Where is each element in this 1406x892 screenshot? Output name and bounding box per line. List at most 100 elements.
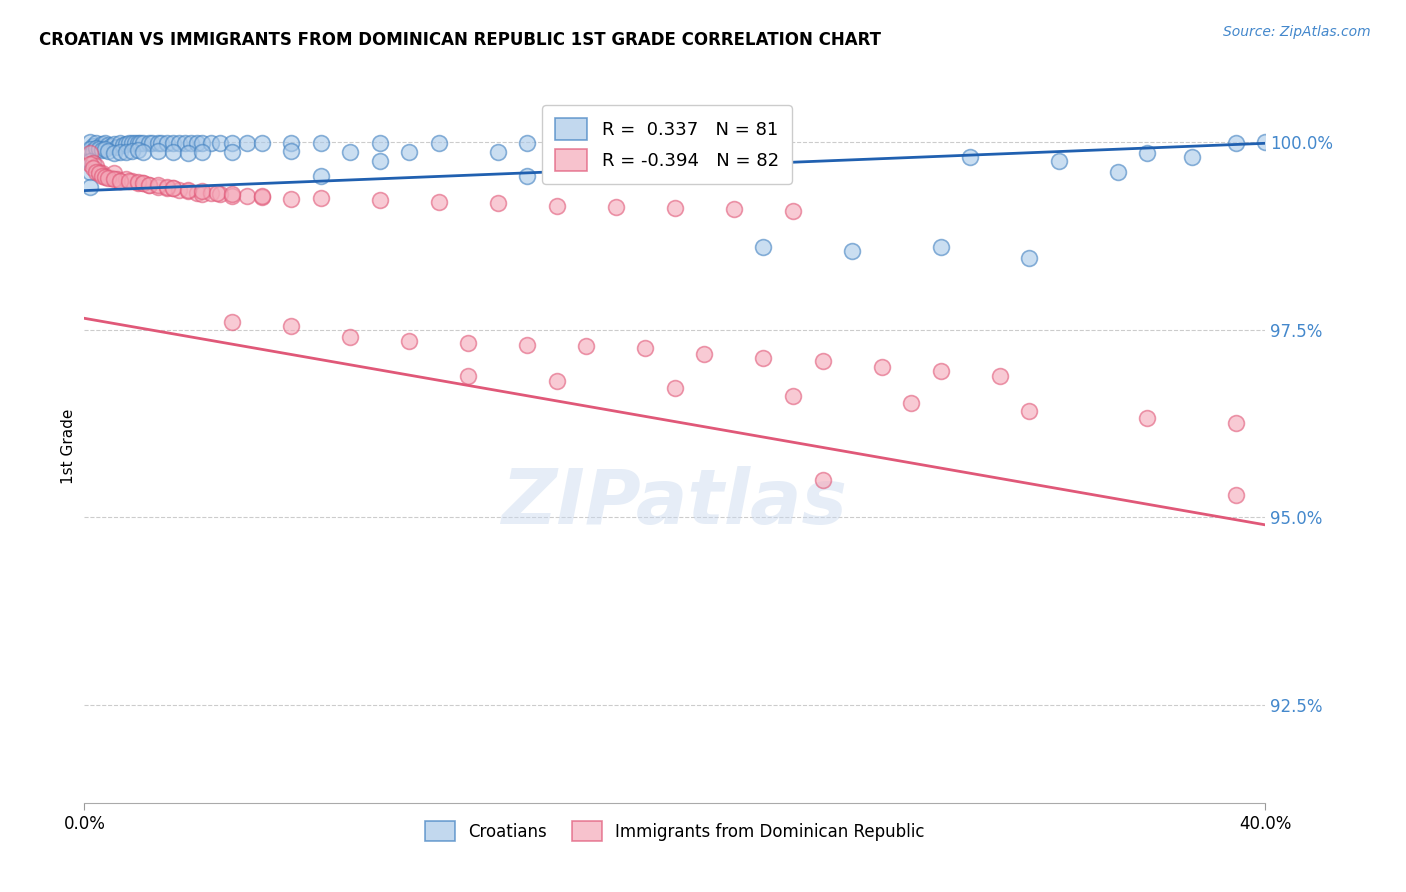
Point	[100, 170, 122, 185]
Point	[84, 159, 107, 173]
Point	[368, 194, 391, 208]
Point	[82, 156, 104, 170]
Point	[309, 136, 332, 150]
Point	[1018, 403, 1040, 417]
Point	[124, 136, 146, 151]
Point	[200, 186, 222, 200]
Point	[121, 174, 143, 188]
Point	[605, 200, 627, 214]
Point	[723, 202, 745, 217]
Point	[221, 315, 243, 329]
Point	[546, 374, 568, 388]
Point	[103, 166, 125, 180]
Point	[114, 172, 136, 186]
Point	[1225, 136, 1247, 151]
Point	[929, 364, 952, 378]
Point	[162, 181, 184, 195]
Point	[138, 178, 160, 192]
Point	[103, 172, 125, 186]
Point	[108, 174, 131, 188]
Point	[309, 169, 332, 183]
Point	[988, 369, 1011, 384]
Point	[167, 183, 190, 197]
Point	[929, 240, 952, 254]
Point	[79, 165, 101, 179]
Text: ZIPatlas: ZIPatlas	[502, 467, 848, 540]
Point	[177, 146, 200, 161]
Point	[186, 136, 208, 150]
Point	[634, 342, 657, 356]
Point	[280, 136, 302, 150]
Point	[1047, 153, 1070, 168]
Point	[148, 144, 170, 158]
Point	[132, 136, 155, 150]
Point	[121, 144, 143, 158]
Point	[221, 189, 243, 203]
Point	[782, 203, 804, 218]
Point	[79, 157, 101, 171]
Point	[1107, 165, 1129, 179]
Point	[516, 169, 538, 183]
Point	[207, 186, 229, 200]
Point	[148, 179, 170, 194]
Point	[959, 150, 981, 164]
Point	[108, 174, 131, 188]
Point	[693, 346, 716, 360]
Point	[91, 166, 114, 180]
Point	[280, 318, 302, 333]
Point	[457, 369, 479, 384]
Point	[87, 142, 111, 156]
Point	[138, 136, 160, 150]
Point	[79, 179, 101, 194]
Point	[339, 145, 361, 160]
Point	[84, 136, 107, 151]
Point	[114, 136, 136, 151]
Point	[900, 396, 922, 410]
Point	[108, 136, 131, 151]
Legend: Croatians, Immigrants from Dominican Republic: Croatians, Immigrants from Dominican Rep…	[418, 814, 932, 848]
Point	[148, 136, 170, 150]
Point	[1018, 251, 1040, 265]
Point	[180, 136, 202, 150]
Point	[156, 181, 179, 195]
Point	[811, 354, 834, 368]
Point	[118, 174, 141, 188]
Point	[368, 136, 391, 150]
Point	[186, 186, 208, 200]
Text: CROATIAN VS IMMIGRANTS FROM DOMINICAN REPUBLIC 1ST GRADE CORRELATION CHART: CROATIAN VS IMMIGRANTS FROM DOMINICAN RE…	[39, 31, 882, 49]
Point	[191, 145, 214, 160]
Point	[1136, 411, 1159, 425]
Point	[105, 172, 128, 186]
Point	[782, 389, 804, 403]
Point	[191, 136, 214, 150]
Point	[132, 176, 155, 190]
Point	[141, 136, 163, 151]
Point	[97, 144, 120, 158]
Point	[100, 138, 122, 153]
Point	[427, 194, 450, 209]
Point	[209, 136, 232, 150]
Point	[87, 140, 111, 154]
Point	[339, 330, 361, 344]
Point	[280, 144, 302, 158]
Point	[132, 145, 155, 159]
Point	[82, 138, 104, 153]
Point	[79, 135, 101, 149]
Point	[309, 191, 332, 205]
Point	[250, 189, 273, 203]
Point	[1225, 417, 1247, 431]
Point	[82, 144, 104, 158]
Point	[79, 146, 101, 161]
Point	[250, 190, 273, 204]
Point	[91, 143, 114, 157]
Point	[162, 136, 184, 150]
Point	[87, 165, 111, 179]
Point	[575, 146, 598, 161]
Point	[870, 360, 893, 375]
Point	[664, 201, 686, 215]
Point	[79, 142, 101, 156]
Point	[138, 178, 160, 192]
Point	[91, 136, 114, 151]
Point	[127, 176, 149, 190]
Point	[221, 187, 243, 202]
